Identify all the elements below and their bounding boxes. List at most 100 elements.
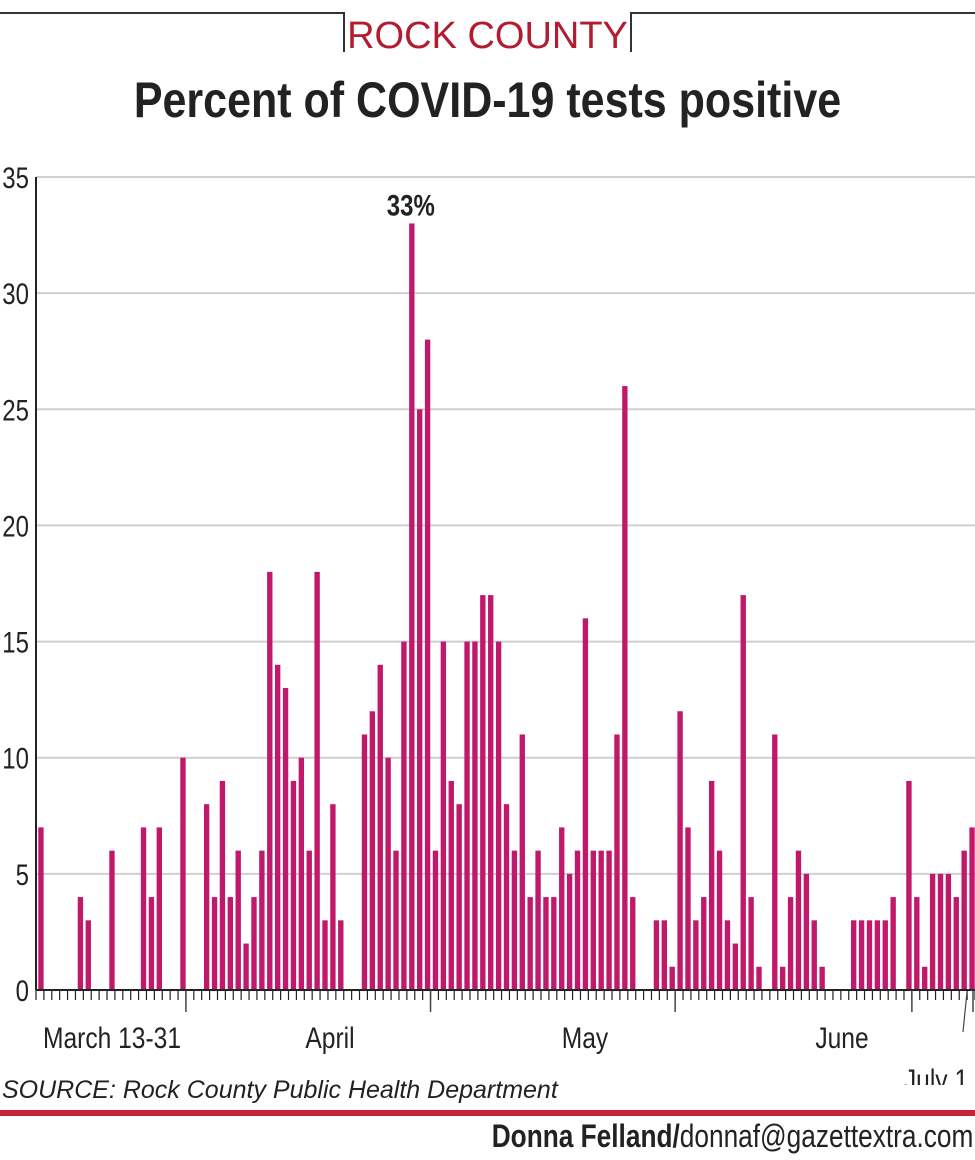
bar: [779, 966, 786, 990]
bar: [724, 920, 731, 990]
bar: [401, 641, 407, 990]
bar: [306, 850, 312, 990]
bar: [795, 850, 802, 990]
bar: [417, 409, 423, 990]
bar: [858, 920, 865, 990]
bar: [290, 780, 297, 990]
bar: [961, 850, 967, 990]
bar: [235, 850, 241, 990]
bar: [361, 734, 368, 990]
bar: [566, 873, 573, 990]
bar: [803, 873, 810, 990]
bar: [653, 920, 660, 990]
kicker-rule-left: [0, 12, 345, 14]
bar: [140, 827, 147, 990]
bar: [851, 920, 857, 990]
y-tick-label: 0: [16, 973, 29, 1007]
bar: [393, 850, 399, 990]
bar: [740, 595, 746, 990]
bar: [298, 757, 305, 990]
bar: [551, 897, 557, 990]
bar: [622, 386, 628, 990]
bar: [448, 780, 454, 990]
bar: [661, 920, 667, 990]
bar: [772, 734, 778, 990]
bar: [914, 897, 920, 990]
bar-chart: 0 5 10 15 20 25 30 35 March 13-31 April May June Jul…: [2, 160, 975, 1085]
bar: [338, 920, 344, 990]
bar: [385, 757, 391, 990]
y-tick-label: 10: [2, 741, 29, 775]
bar: [937, 873, 944, 990]
bar: [480, 595, 486, 990]
bar: [495, 641, 502, 990]
kicker-tick-left: [343, 12, 345, 52]
bar: [211, 897, 218, 990]
bar: [503, 804, 510, 990]
credit-name: Donna Felland/: [491, 1118, 680, 1154]
bar: [716, 850, 723, 990]
bar: [669, 966, 675, 990]
bar: [787, 897, 794, 990]
annotation-label: 33%: [387, 188, 435, 222]
x-month-label: March 13-31: [43, 1021, 181, 1055]
x-month-label: May: [562, 1021, 609, 1055]
bar: [732, 943, 739, 990]
bar: [511, 850, 518, 990]
y-tick-label: 25: [2, 393, 29, 427]
bar: [330, 804, 336, 990]
bar: [866, 920, 873, 990]
kicker-frame: ROCK COUNTY: [0, 8, 975, 56]
bar: [203, 804, 210, 990]
bar: [630, 897, 636, 990]
bar: [369, 711, 376, 990]
y-tick-label: 15: [2, 625, 29, 659]
bar: [582, 618, 589, 990]
kicker-rule-right: [630, 12, 975, 14]
bar: [85, 920, 91, 990]
bar: [590, 850, 596, 990]
bar: [559, 827, 565, 990]
bar: [906, 780, 912, 990]
bar: [274, 664, 281, 990]
y-tick-label: 35: [2, 160, 29, 194]
bar: [819, 966, 825, 990]
bar: [756, 966, 762, 990]
bar: [929, 873, 936, 990]
bar: [519, 734, 525, 990]
bar: [614, 734, 620, 990]
bar: [314, 571, 320, 990]
bar: [77, 897, 84, 990]
bar: [488, 595, 494, 990]
bar: [377, 664, 383, 990]
bar: [267, 571, 273, 990]
bar: [685, 827, 691, 990]
bar: [219, 780, 226, 990]
bar: [701, 897, 707, 990]
bar: [882, 920, 888, 990]
x-month-label: April: [305, 1021, 354, 1055]
bar: [748, 897, 754, 990]
bar: [464, 641, 470, 990]
bar: [890, 897, 896, 990]
bar: [811, 920, 817, 990]
bar: [440, 641, 447, 990]
bar: [38, 827, 44, 990]
y-tick-label: 30: [2, 277, 29, 311]
bar: [456, 804, 462, 990]
bar: [693, 920, 699, 990]
bar: [472, 641, 478, 990]
bar: [251, 897, 257, 990]
y-tick-label: 5: [16, 857, 29, 891]
bar: [109, 850, 115, 990]
bar: [969, 827, 975, 990]
x-month-label: July 1: [904, 1063, 968, 1085]
y-tick-label: 20: [2, 509, 29, 543]
bar: [322, 920, 328, 990]
bar: [432, 850, 439, 990]
kicker-tick-right: [630, 12, 632, 52]
bar: [543, 897, 549, 990]
source-note: SOURCE: Rock County Public Health Depart…: [2, 1076, 558, 1104]
bar: [598, 850, 604, 990]
bar: [945, 873, 952, 990]
